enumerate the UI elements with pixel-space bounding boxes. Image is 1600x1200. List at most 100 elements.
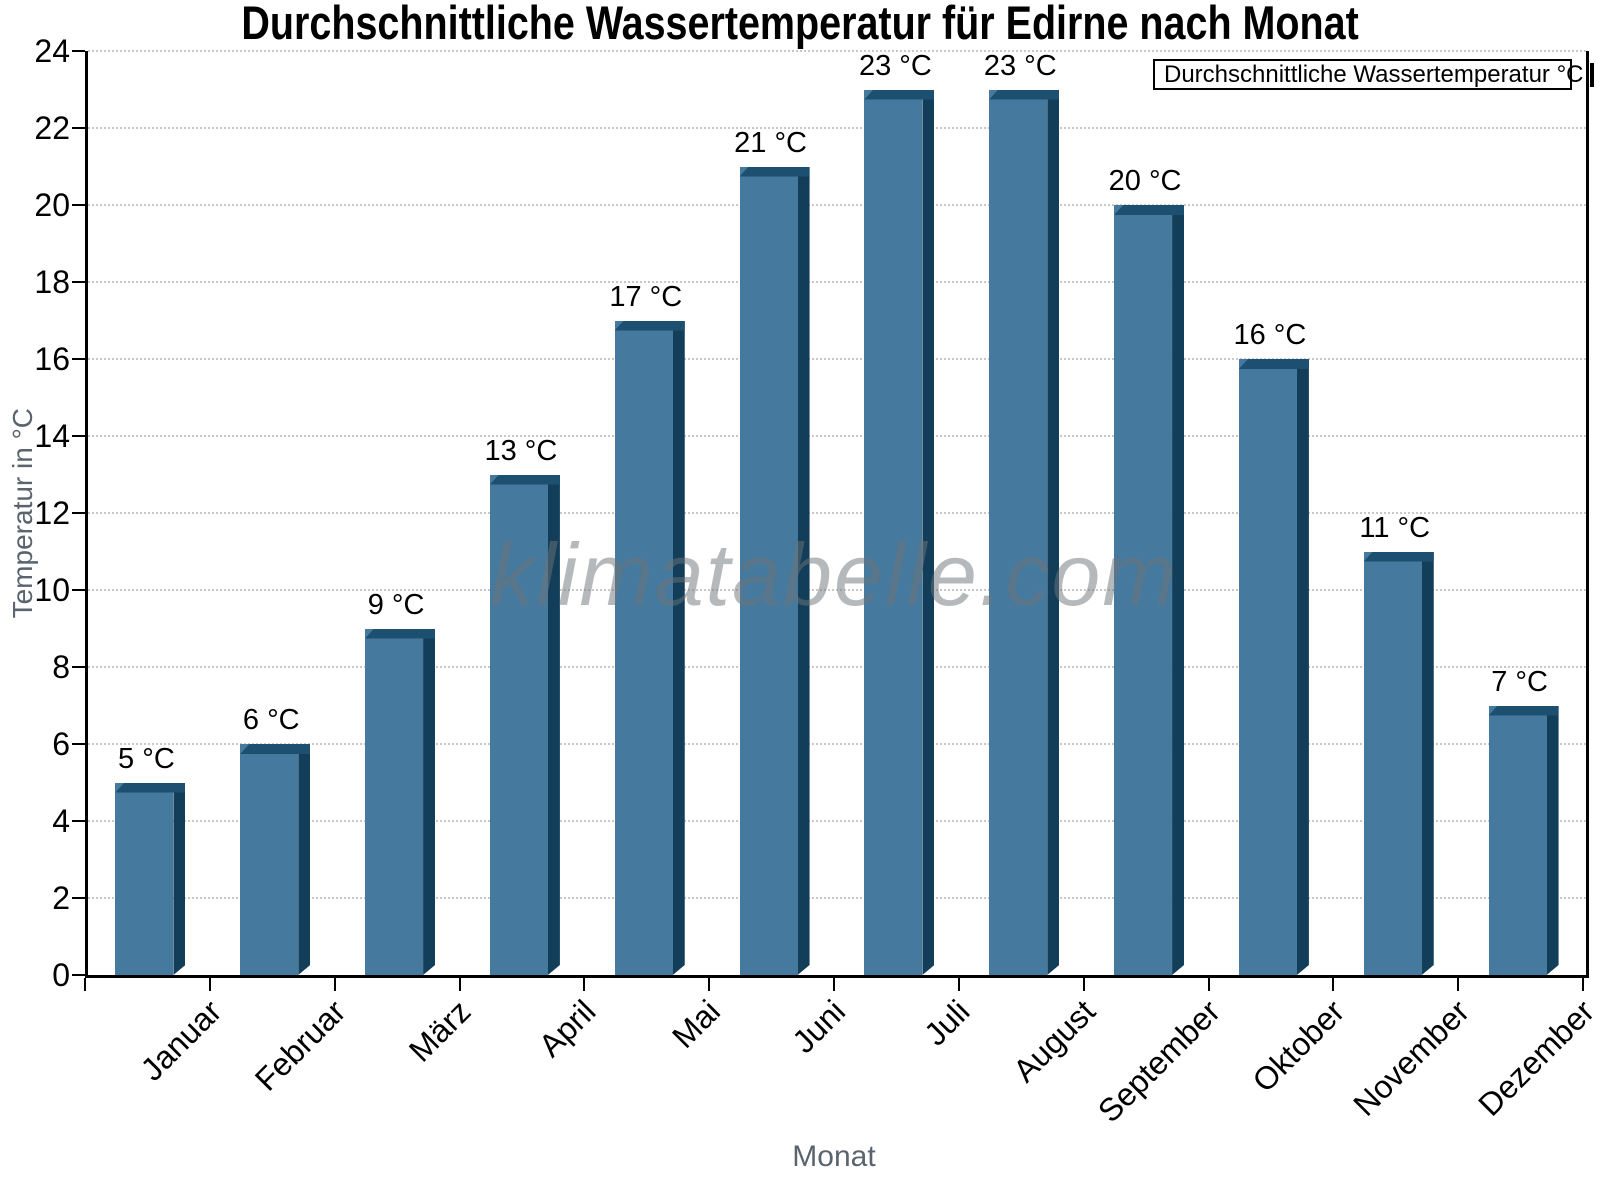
bar-value-label: 21 °C bbox=[734, 126, 808, 159]
bar-value-label: 17 °C bbox=[609, 280, 683, 313]
gridline bbox=[88, 820, 1586, 822]
bar-top-shadow bbox=[489, 474, 560, 485]
bar-value-label: 9 °C bbox=[367, 588, 425, 621]
chart-title: Durchschnittliche Wassertemperatur für E… bbox=[241, 0, 1359, 49]
bar-top-shadow bbox=[864, 89, 935, 100]
bar-side-shadow bbox=[173, 783, 185, 976]
bar-value-label: 11 °C bbox=[1359, 511, 1431, 544]
y-tick-label: 18 bbox=[34, 264, 70, 300]
gridline bbox=[88, 358, 1586, 360]
x-tick-mark bbox=[1082, 978, 1085, 991]
x-category-label: August bbox=[1005, 993, 1102, 1089]
bar-value-label: 5 °C bbox=[118, 742, 175, 775]
y-tick-mark bbox=[72, 50, 85, 52]
bar-side-shadow bbox=[298, 744, 310, 975]
bar-side-shadow bbox=[798, 167, 810, 976]
gridline bbox=[88, 127, 1586, 129]
bar-mai bbox=[614, 320, 685, 975]
y-tick-label: 12 bbox=[34, 495, 70, 531]
x-category-label: Oktober bbox=[1245, 993, 1352, 1099]
bar-face bbox=[1488, 705, 1547, 975]
bar-face bbox=[989, 89, 1048, 975]
gridline bbox=[88, 204, 1586, 206]
bar-side-shadow bbox=[1297, 359, 1309, 975]
bar-value-label: 20 °C bbox=[1108, 165, 1182, 197]
y-tick-label: 8 bbox=[52, 649, 70, 685]
bar-face bbox=[240, 744, 299, 975]
bar-top-shadow bbox=[1363, 551, 1434, 562]
y-tick-label: 2 bbox=[52, 880, 70, 916]
x-tick-mark bbox=[833, 978, 835, 991]
bar-side-shadow bbox=[1047, 90, 1059, 976]
bar-top-shadow bbox=[739, 166, 810, 177]
bar-face bbox=[489, 474, 548, 975]
gridline bbox=[88, 512, 1586, 514]
y-tick-label: 0 bbox=[52, 957, 70, 993]
bar-dezember bbox=[1488, 705, 1559, 976]
bar-top-shadow bbox=[1238, 359, 1309, 369]
x-category-label: November bbox=[1346, 993, 1477, 1123]
x-axis-title: Monat bbox=[792, 1140, 876, 1173]
bar-face bbox=[365, 628, 424, 975]
x-category-label: September bbox=[1090, 993, 1227, 1130]
bar-top-shadow bbox=[1114, 205, 1185, 215]
y-tick-mark bbox=[72, 974, 85, 976]
y-tick-mark bbox=[72, 512, 85, 514]
bar-märz bbox=[365, 628, 436, 976]
x-category-label: Juli bbox=[917, 993, 977, 1053]
bar-august bbox=[989, 89, 1060, 976]
y-tick-label: 24 bbox=[34, 33, 70, 69]
plot-area: 5 °C 6 °C 9 °C 13 °C 17 °C 21 °C 23 °C 23 °C 20 … bbox=[85, 50, 1589, 978]
y-tick-mark bbox=[72, 666, 85, 668]
bar-side-shadow bbox=[1547, 706, 1559, 976]
y-tick-label: 20 bbox=[34, 187, 70, 223]
y-tick-label: 14 bbox=[34, 418, 70, 454]
legend-label: Durchschnittliche Wassertemperatur °C bbox=[1164, 60, 1584, 88]
x-tick-mark bbox=[1332, 978, 1335, 991]
x-category-label: März bbox=[401, 993, 478, 1069]
x-category-label: Mai bbox=[665, 993, 728, 1055]
bar-face bbox=[1238, 359, 1297, 975]
bar-side-shadow bbox=[1422, 552, 1434, 976]
bar-top-shadow bbox=[989, 89, 1060, 100]
bar-side-shadow bbox=[922, 90, 934, 976]
x-tick-mark bbox=[1457, 978, 1460, 991]
y-tick-label: 10 bbox=[34, 572, 70, 608]
legend-marker-swatch bbox=[1589, 62, 1594, 87]
x-tick-mark bbox=[333, 978, 336, 991]
bar-november bbox=[1363, 551, 1434, 976]
bar-face bbox=[614, 320, 673, 975]
x-category-label: Juni bbox=[785, 993, 853, 1060]
gridline bbox=[88, 435, 1586, 437]
bar-top-shadow bbox=[115, 782, 186, 793]
x-tick-mark bbox=[583, 978, 586, 991]
bar-side-shadow bbox=[423, 629, 435, 976]
bar-april bbox=[489, 474, 560, 975]
gridline bbox=[88, 666, 1586, 668]
y-tick-mark bbox=[72, 820, 85, 822]
gridline bbox=[88, 589, 1586, 591]
x-tick-mark bbox=[84, 978, 86, 991]
y-tick-mark bbox=[72, 589, 85, 591]
x-tick-mark bbox=[1207, 978, 1210, 991]
bar-juni bbox=[739, 166, 810, 976]
bar-oktober bbox=[1238, 359, 1309, 975]
legend: Durchschnittliche Wassertemperatur °C bbox=[1153, 59, 1594, 90]
bar-face bbox=[115, 782, 174, 975]
gridline bbox=[88, 897, 1586, 899]
bar-value-label: 6 °C bbox=[242, 704, 300, 736]
bar-juli bbox=[864, 89, 935, 976]
bar-top-shadow bbox=[365, 628, 436, 639]
y-tick-mark bbox=[72, 281, 85, 283]
bar-top-shadow bbox=[240, 744, 311, 754]
y-tick-label: 16 bbox=[34, 341, 70, 377]
x-tick-mark bbox=[1582, 978, 1584, 991]
bar-face bbox=[1363, 551, 1422, 975]
bar-september bbox=[1114, 205, 1185, 975]
y-tick-mark bbox=[72, 743, 85, 745]
x-category-label: April bbox=[531, 993, 603, 1064]
y-tick-mark bbox=[72, 897, 85, 899]
gridline bbox=[88, 50, 1586, 52]
bar-value-label: 7 °C bbox=[1491, 665, 1548, 698]
